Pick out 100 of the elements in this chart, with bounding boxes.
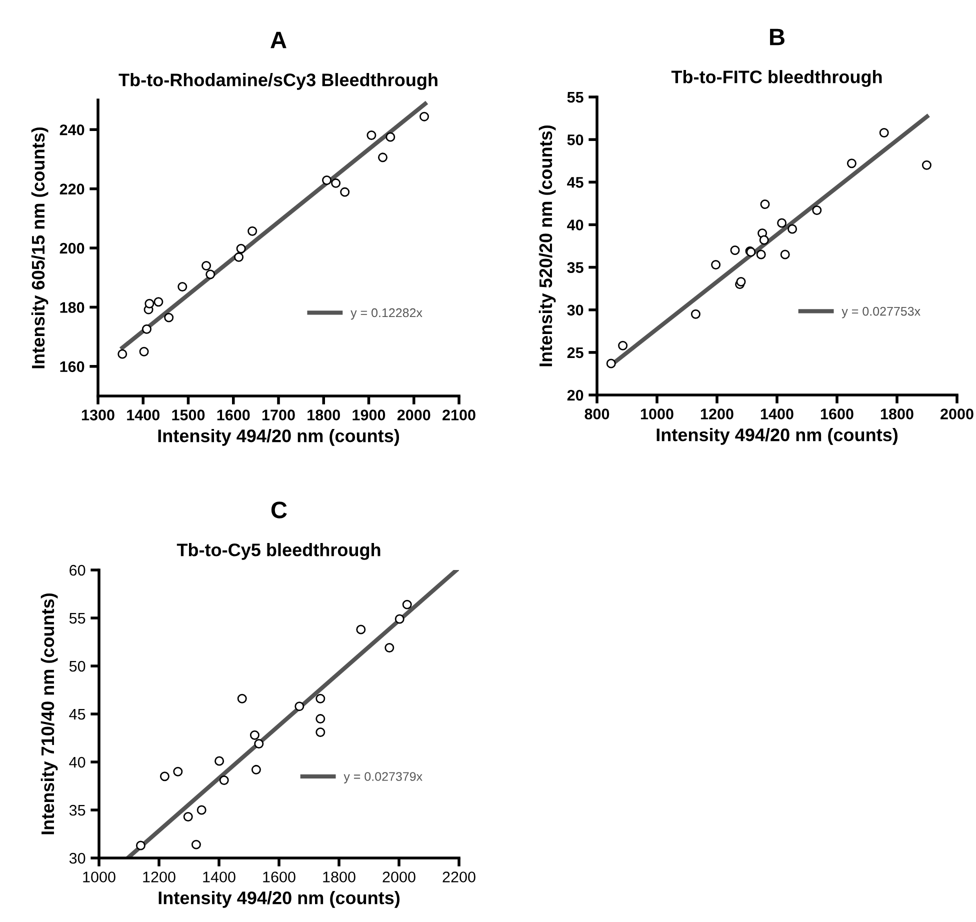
point (618, 340, 628, 350)
x-tick-label: 1200 (143, 872, 176, 882)
point (759, 235, 769, 245)
x-tick-label: 1600 (820, 408, 854, 420)
point (251, 764, 261, 774)
y-tick-label: 50 (69, 660, 86, 672)
x-tick-label: 1400 (760, 408, 794, 420)
legend-label: y = 0.027379x (344, 772, 422, 784)
y-tick-label: 40 (69, 756, 86, 768)
point (136, 840, 146, 850)
x-tick-label: 1500 (172, 410, 205, 420)
x-tick-label: 1600 (263, 872, 296, 882)
point (384, 643, 394, 653)
point (366, 130, 376, 140)
y-tick-label: 20 (567, 390, 584, 401)
point (386, 132, 396, 142)
x-tick-label: 1900 (352, 410, 386, 420)
point (294, 702, 304, 712)
x-tick-label: 1700 (262, 410, 295, 420)
point (736, 277, 746, 287)
point (214, 756, 224, 766)
y-tick-label: 35 (567, 262, 584, 273)
y-tick-label: 40 (567, 220, 584, 230)
point (420, 112, 429, 122)
point (196, 805, 206, 815)
x-tick-label: 1800 (323, 872, 356, 882)
point (191, 840, 201, 850)
point (879, 128, 889, 138)
point (760, 200, 770, 210)
point (164, 312, 174, 322)
y-tick-label: 160 (60, 361, 84, 372)
x-tick-label: 1800 (308, 410, 340, 420)
y-tick-label: 35 (69, 804, 86, 816)
chart-subtitle: Tb-to-Rhodamine/sCy3 Bleedthrough (118, 73, 438, 90)
point (236, 244, 246, 254)
x-tick-label: 1200 (700, 408, 734, 420)
x-axis-title: Intensity 494/20 nm (counts) (158, 890, 400, 908)
point (812, 205, 822, 215)
point (780, 250, 790, 260)
y-tick-label: 55 (69, 613, 86, 624)
x-tick-label: 1600 (217, 410, 250, 420)
point (254, 739, 264, 749)
point (340, 187, 350, 197)
point (788, 224, 798, 234)
legend-label: y = 0.027753x (842, 306, 920, 318)
chart-subtitle: Tb-to-Cy5 bleedthrough (176, 543, 380, 560)
point (118, 349, 128, 359)
chart-title: A (270, 32, 286, 48)
x-tick-label: 1000 (640, 408, 674, 420)
point (160, 772, 170, 782)
point (316, 714, 326, 724)
x-tick-label: 1400 (127, 410, 160, 420)
x-tick-label: 2000 (397, 410, 430, 420)
y-axis-title: Intensity 605/15 nm (counts) (31, 127, 48, 368)
x-tick-label: 1400 (203, 872, 236, 882)
x-tick-label: 2000 (940, 408, 974, 420)
y-tick-label: 55 (567, 92, 584, 103)
x-tick-label: 800 (584, 408, 610, 420)
point (846, 158, 856, 168)
y-tick-label: 25 (567, 347, 584, 358)
point (606, 358, 616, 368)
point (322, 175, 332, 185)
point (356, 624, 366, 634)
y-tick-label: 240 (60, 124, 84, 136)
point (690, 309, 700, 319)
point (144, 298, 154, 308)
point (378, 152, 388, 162)
point (154, 297, 164, 307)
point (178, 282, 188, 292)
point (756, 250, 766, 260)
x-tick-label: 2000 (382, 872, 416, 882)
y-tick-label: 60 (70, 564, 86, 576)
point (202, 261, 212, 271)
point (206, 270, 216, 280)
y-axis-title: Intensity 710/40 nm (counts) (40, 593, 58, 834)
chart-title: C (271, 502, 287, 518)
y-tick-label: 50 (567, 134, 584, 146)
x-axis-title: Intensity 494/20 nm (counts) (158, 428, 400, 446)
y-tick-label: 220 (60, 184, 84, 194)
point (237, 694, 247, 704)
x-tick-label: 1300 (82, 410, 114, 420)
point (394, 614, 404, 624)
legend-label: y = 0.12282x (350, 308, 422, 320)
y-tick-label: 45 (69, 709, 86, 720)
chart-subtitle: Tb-to-FITC bleedthrough (671, 70, 882, 87)
x-tick-label: 1000 (83, 872, 116, 882)
point (142, 324, 152, 334)
point (730, 246, 740, 255)
point (219, 775, 229, 785)
point (316, 727, 326, 737)
y-tick-label: 30 (69, 852, 86, 864)
y-tick-label: 30 (567, 304, 584, 316)
y-tick-label: 180 (60, 302, 84, 313)
point (777, 218, 787, 228)
x-tick-label: 2200 (442, 872, 476, 882)
point (316, 694, 326, 704)
point (922, 160, 932, 170)
y-axis-title: Intensity 520/20 nm (counts) (538, 125, 556, 366)
y-tick-label: 200 (60, 242, 84, 254)
point (183, 812, 193, 822)
